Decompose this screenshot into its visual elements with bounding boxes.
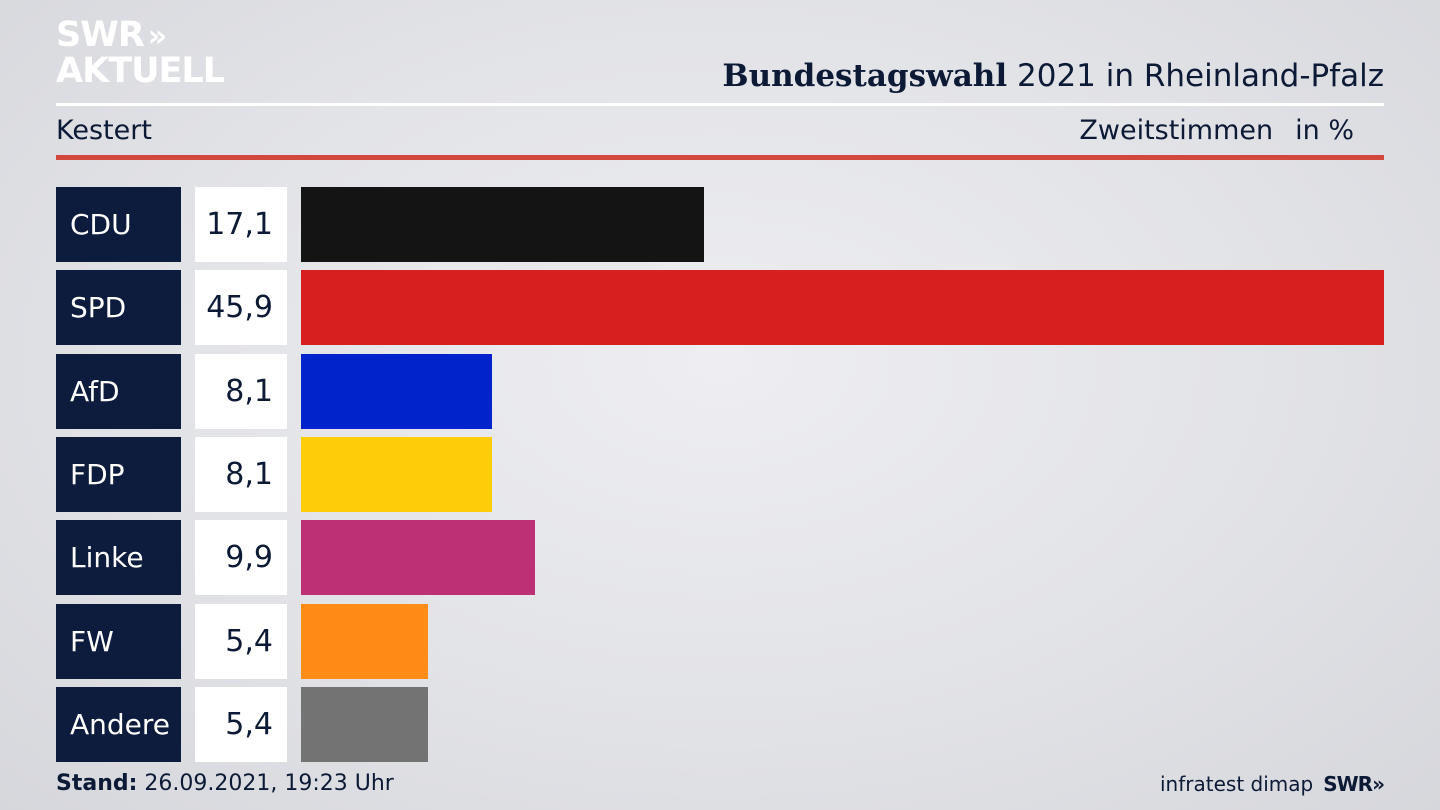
bar-row-fdp: FDP 8,1 bbox=[56, 437, 1384, 512]
timestamp: Stand: 26.09.2021, 19:23 Uhr bbox=[56, 771, 394, 796]
data-label: 5,4 bbox=[195, 687, 287, 762]
bar-andere bbox=[301, 687, 428, 762]
bar-row-fw: FW 5,4 bbox=[56, 604, 1384, 679]
data-label: 8,1 bbox=[195, 354, 287, 429]
bar-row-spd: SPD 45,9 bbox=[56, 270, 1384, 345]
category-label: Linke bbox=[56, 520, 181, 595]
location-label: Kestert bbox=[56, 115, 152, 146]
category-label: FDP bbox=[56, 437, 181, 512]
measure-label: Zweitstimmen in % bbox=[1079, 115, 1354, 146]
bar-row-linke: Linke 9,9 bbox=[56, 520, 1384, 595]
data-label: 45,9 bbox=[195, 270, 287, 345]
measure-name: Zweitstimmen bbox=[1079, 115, 1274, 146]
data-label: 8,1 bbox=[195, 437, 287, 512]
bar-row-afd: AfD 8,1 bbox=[56, 354, 1384, 429]
unit-label: in % bbox=[1295, 115, 1354, 146]
title-bold: Bundestagswahl bbox=[722, 58, 1008, 94]
bar-afd bbox=[301, 354, 492, 429]
chart-title: Bundestagswahl 2021 in Rheinland-Pfalz bbox=[722, 58, 1384, 94]
data-label: 17,1 bbox=[195, 187, 287, 262]
category-label: Andere bbox=[56, 687, 181, 762]
bar-fdp bbox=[301, 437, 492, 512]
bar-spd bbox=[301, 270, 1384, 345]
bar-linke bbox=[301, 520, 535, 595]
bar-row-cdu: CDU 17,1 bbox=[56, 187, 1384, 262]
bar-cdu bbox=[301, 187, 704, 262]
category-label: CDU bbox=[56, 187, 181, 262]
header-divider bbox=[56, 103, 1384, 106]
accent-divider bbox=[56, 155, 1384, 160]
swr-aktuell-logo: SWR» AKTUELL bbox=[56, 15, 225, 91]
category-label: FW bbox=[56, 604, 181, 679]
data-label: 9,9 bbox=[195, 520, 287, 595]
source-credit: infratest dimap SWR» bbox=[1160, 772, 1385, 796]
swr-brand-logo: SWR» bbox=[1323, 772, 1385, 796]
source-label: infratest dimap bbox=[1160, 772, 1314, 796]
data-label: 5,4 bbox=[195, 604, 287, 679]
bar-row-andere: Andere 5,4 bbox=[56, 687, 1384, 762]
category-label: SPD bbox=[56, 270, 181, 345]
title-rest: 2021 in Rheinland-Pfalz bbox=[1017, 58, 1384, 94]
bar-fw bbox=[301, 604, 428, 679]
category-label: AfD bbox=[56, 354, 181, 429]
